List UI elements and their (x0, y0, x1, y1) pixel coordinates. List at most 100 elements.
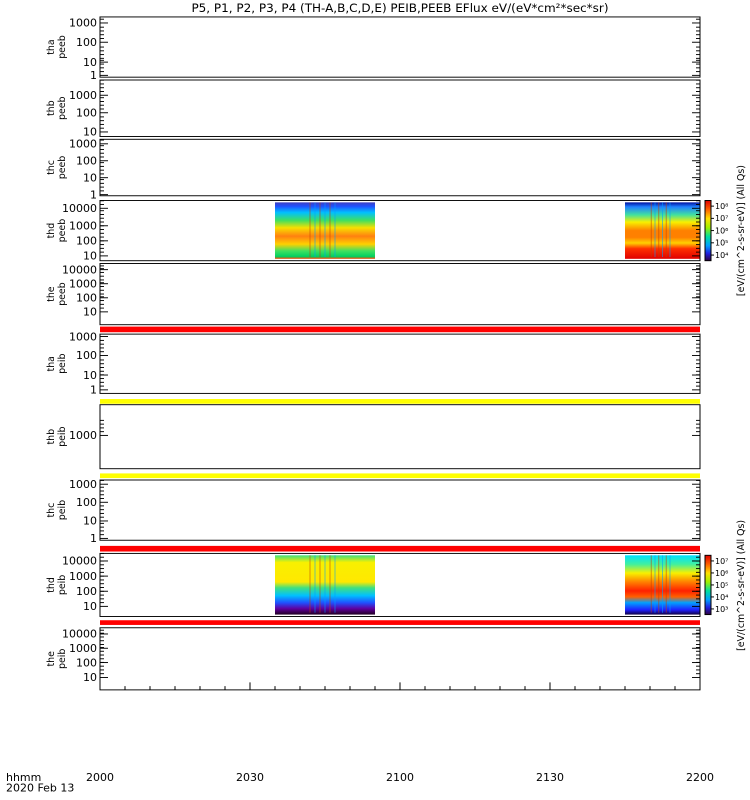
panel-frame (99, 627, 701, 691)
x-tick-label: 2000 (86, 771, 114, 784)
y-tick-label: 100 (76, 235, 97, 248)
colorbar-tick-label: 10⁴ (715, 251, 728, 260)
panel-label-probe: thc (46, 160, 57, 175)
x-axis-date-label: 2020 Feb 13 (6, 782, 74, 795)
y-tick-label: 1000 (69, 278, 97, 291)
y-tick-label: 1 (90, 189, 97, 202)
panel-label-probe: thb (46, 429, 57, 445)
colorbar-tick-label: 10⁸ (715, 202, 728, 211)
y-tick-label: 10000 (62, 628, 97, 641)
panel-label-probe: thd (46, 223, 57, 239)
colorbar-tick-label: 10⁵ (715, 581, 728, 590)
y-tick-label: 1000 (69, 478, 97, 491)
panel-label-product: peib (57, 354, 68, 374)
x-tick-label: 2200 (686, 771, 714, 784)
panel-frame (99, 479, 701, 541)
x-axis: 2000 2030 2100 2130 2200 (86, 682, 714, 784)
panel-tha-peeb: 1000 100 101 tha peeb (46, 16, 701, 82)
colorbar-tick-label: 10⁷ (715, 214, 728, 223)
y-tick-label: 1000 (69, 138, 97, 151)
y-tick-label: 1000 (69, 89, 97, 102)
separator-band (100, 399, 700, 404)
y-tick-label: 100 (76, 292, 97, 305)
colorbar-tick-label: 10⁵ (715, 239, 728, 248)
panel-label-probe: tha (46, 356, 57, 371)
x-tick-label: 2130 (536, 771, 564, 784)
y-tick-label: 100 (76, 36, 97, 49)
panel-frame (99, 138, 701, 197)
figure-title: P5, P1, P2, P3, P4 (TH-A,B,C,D,E) PEIB,P… (191, 2, 608, 16)
panel-label-product: peeb (57, 96, 68, 120)
y-tick-label: 10000 (62, 264, 97, 277)
x-tick-label: 2100 (386, 771, 414, 784)
colorbar-peeb: 10⁸ 10⁷ 10⁶ 10⁵ 10⁴ [eV/(cm^2-s-sr-eV)] (All… (704, 165, 747, 296)
colorbar-tick-label: 10³ (715, 605, 728, 614)
panel-label-probe: thc (46, 503, 57, 518)
y-tick-label: 100 (76, 107, 97, 120)
panel-thd-peeb: 10000 1000 100 10 thd peeb (46, 200, 701, 263)
panel-frame (99, 200, 701, 262)
colorbar-tick-label: 10⁶ (715, 569, 728, 578)
panel-label-product: peeb (57, 282, 68, 306)
panel-frame (99, 79, 701, 137)
panel-label-probe: the (46, 286, 57, 301)
panel-thb-peib: 1000 thb peib (46, 404, 701, 470)
panel-frame (99, 16, 701, 78)
y-tick-label: 1000 (69, 642, 97, 655)
y-tick-label: 100 (76, 657, 97, 670)
panel-tha-peib: 1000 100 10 1 tha peib (46, 331, 701, 397)
colorbar-peib-label: [eV/(cm^2-s-sr-eV)] (All Qs) (736, 520, 747, 651)
x-axis-unit-label: hhmm (6, 771, 41, 784)
y-tick-label: 10 (83, 250, 97, 263)
y-tick-label: 1000 (69, 331, 97, 344)
y-tick-label: 100 (76, 585, 97, 598)
panel-thd-peib: 10000 1000 100 10 thd peib (46, 552, 701, 617)
panel-thb-peeb: 1000 100 10 thb peeb (46, 79, 701, 139)
colorbar-tick-label: 10⁴ (715, 593, 728, 602)
separator-band (100, 545, 700, 552)
colorbar-peib-ticks: 10⁷ 10⁶ 10⁵ 10⁴ 10³ (711, 557, 728, 614)
y-tick-label: 1000 (69, 570, 97, 583)
y-tick-label: 10 (83, 56, 97, 69)
panel-label-product: peib (57, 500, 68, 520)
y-tick-label: 1 (90, 384, 97, 397)
panel-label-probe: thb (46, 100, 57, 116)
y-tick-label: 10000 (62, 202, 97, 215)
y-tick-label: 1000 (69, 429, 97, 442)
panel-frame (99, 333, 701, 394)
separator-bands (100, 326, 700, 625)
colorbar-peib: 10⁷ 10⁶ 10⁵ 10⁴ 10³ [eV/(cm^2-s-sr-eV)] (All… (704, 520, 747, 651)
colorbar-peib-scale (704, 554, 712, 616)
y-tick-label: 1 (90, 69, 97, 82)
panel-label-product: peeb (57, 156, 68, 180)
separator-band (100, 326, 700, 333)
panel-frame (99, 404, 701, 470)
panel-thc-peib: 1000 100 10 1 thc peib (46, 478, 701, 546)
y-tick-label: 10 (83, 126, 97, 139)
separator-band (100, 473, 700, 479)
y-tick-label: 10 (83, 600, 97, 613)
panel-label-product: peib (57, 427, 68, 447)
colorbar-peeb-ticks: 10⁸ 10⁷ 10⁶ 10⁵ 10⁴ (711, 202, 728, 260)
panel-thc-peeb: 1000 100 10 1 thc peeb (46, 138, 701, 202)
y-tick-label: 100 (76, 350, 97, 363)
y-tick-label: 10000 (62, 555, 97, 568)
colorbar-tick-label: 10⁶ (715, 227, 728, 236)
x-tick-label: 2030 (236, 771, 264, 784)
colorbar-peeb-label: [eV/(cm^2-s-sr-eV)] (All Qs) (736, 165, 747, 296)
panel-label-probe: tha (46, 39, 57, 54)
y-tick-label: 10 (83, 172, 97, 185)
panel-label-product: peib (57, 649, 68, 669)
panel-label-probe: the (46, 651, 57, 666)
panel-label-probe: thd (46, 577, 57, 593)
colorbar-tick-label: 10⁷ (715, 557, 728, 566)
panel-label-product: peeb (57, 219, 68, 243)
panel-frame (99, 263, 701, 326)
panel-label-product: peeb (57, 35, 68, 59)
y-tick-label: 1 (90, 533, 97, 546)
y-tick-label: 10 (83, 672, 97, 685)
